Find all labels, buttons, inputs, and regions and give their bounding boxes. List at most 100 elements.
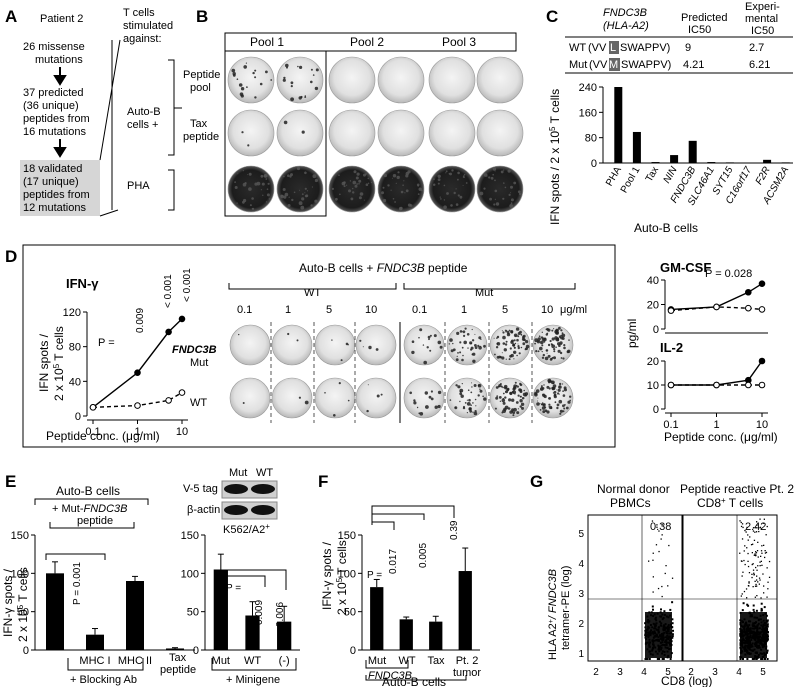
elispot-spot	[559, 382, 562, 386]
bar	[725, 162, 734, 163]
elispot-spot	[494, 179, 496, 182]
panel-letter-b: B	[196, 7, 208, 26]
d-xlabel: Peptide conc. (μg/ml)	[46, 429, 160, 443]
panel-c: C FNDC3B (HLA-A2) Predicted IC50 Experi-…	[546, 1, 793, 235]
svg-text:IFN spots /: IFN spots /	[37, 333, 51, 392]
event-dot	[759, 565, 761, 567]
elispot-spot	[521, 406, 524, 410]
event-dot	[767, 581, 769, 583]
event-dot	[752, 586, 754, 588]
elispot-spot	[569, 395, 572, 398]
elispot-spot	[270, 79, 273, 81]
g-ylabel1: HLA A2+/ FNDC3B	[547, 569, 559, 660]
elispot-spot	[268, 198, 271, 200]
elispot-spot	[352, 180, 357, 185]
y-tick-label: 1	[578, 649, 584, 660]
elispot-spot	[501, 411, 504, 414]
event-dot	[747, 560, 749, 562]
event-dot	[764, 552, 767, 554]
elispot-spot	[304, 187, 307, 190]
event-dot	[754, 553, 756, 555]
elispot-spot	[513, 333, 518, 338]
elispot-spot	[358, 183, 360, 185]
event-dot	[759, 579, 761, 581]
elispot-spot	[335, 197, 338, 201]
elispot-spot	[284, 192, 289, 197]
y-tick-label: 0	[193, 645, 199, 657]
elispot-spot	[404, 192, 406, 194]
event-dot	[752, 608, 755, 611]
elispot-spot	[490, 176, 494, 180]
svg-text:IFN-γ spots /: IFN-γ spots /	[320, 541, 334, 610]
elispot-spot	[547, 343, 551, 347]
elispot-spot	[546, 332, 549, 335]
y-tick-label: 40	[69, 376, 81, 388]
elispot-spot	[437, 178, 441, 182]
elispot-spot	[553, 393, 556, 395]
event-dot	[744, 545, 746, 547]
d-wt-label: WT	[190, 397, 207, 409]
event-dot	[763, 592, 765, 594]
bar	[458, 571, 472, 650]
elispot-spot	[486, 175, 488, 177]
elispot-spot	[440, 198, 442, 200]
conc-wt-1: 0.1	[237, 304, 252, 316]
e-plus-bracket	[49, 522, 135, 529]
elispot-spot	[479, 191, 484, 196]
event-dot	[757, 581, 759, 583]
e-p2: P =	[226, 583, 241, 594]
x-tick-label: Tax	[644, 165, 661, 184]
elispot-spot	[461, 346, 464, 349]
elispot-spot	[544, 356, 549, 361]
elispot-spot	[516, 354, 518, 357]
elispot-spot	[267, 182, 270, 185]
event-dot	[757, 556, 759, 558]
event-dot	[759, 561, 761, 563]
event-dot	[758, 583, 760, 585]
elispot-spot	[356, 172, 360, 176]
elispot-spot	[266, 188, 269, 190]
x-tick-label: WT	[244, 655, 261, 667]
step3c-text: peptides from	[23, 189, 90, 201]
elispot-spot	[314, 86, 319, 91]
elispot-spot	[429, 349, 432, 352]
series-line	[670, 306, 763, 312]
event-dot	[671, 618, 674, 621]
elispot-spot	[299, 65, 303, 69]
elispot-spot	[304, 400, 309, 405]
svg-text:0.009: 0.009	[254, 600, 265, 625]
x-tick-label: tumor	[453, 667, 481, 679]
panel-letter-g: G	[530, 472, 543, 491]
elispot-spot	[416, 406, 419, 409]
elispot-spot	[265, 201, 268, 203]
elispot-spot	[370, 181, 373, 184]
event-dot	[753, 554, 755, 556]
elispot-well	[428, 56, 476, 104]
elispot-spot	[459, 351, 462, 354]
elispot-spot	[494, 407, 497, 410]
elispot-spot	[392, 174, 397, 178]
elispot-spot	[471, 339, 475, 342]
event-dot	[671, 633, 674, 636]
event-dot	[672, 629, 674, 632]
elispot-spot	[366, 409, 369, 413]
f-bracket-1	[372, 521, 395, 530]
event-dot	[748, 572, 751, 574]
elispot-spot	[297, 65, 299, 68]
table-hla: (HLA-A2)	[603, 20, 649, 32]
elispot-spot	[515, 335, 517, 337]
event-cloud	[740, 612, 767, 658]
elispot-spot	[501, 352, 503, 354]
elispot-spot	[517, 190, 521, 194]
elispot-spot	[310, 204, 313, 207]
elispot-spot	[339, 193, 341, 196]
x-tick-label: 3	[712, 667, 718, 678]
validated-box	[20, 160, 100, 216]
x-tick-label: 0.1	[85, 426, 100, 438]
f-p1: 0.017	[388, 549, 399, 574]
chart-gm-csf: 0 20 40	[647, 275, 768, 336]
event-dot	[746, 526, 748, 529]
elispot-spot	[456, 331, 460, 335]
elispot-spot	[509, 347, 512, 350]
bar	[166, 648, 184, 650]
